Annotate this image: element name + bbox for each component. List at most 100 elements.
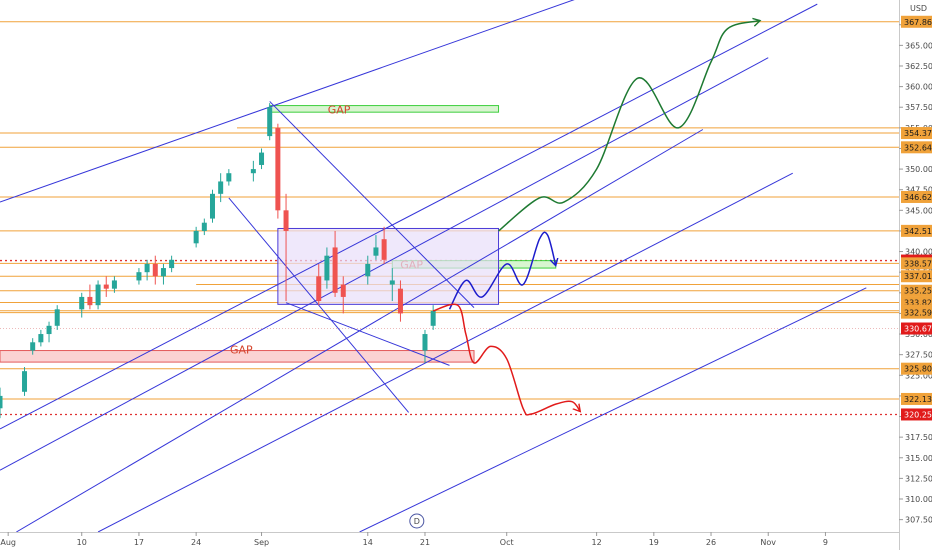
candle-body: [226, 173, 231, 181]
y-tick-label: 345.00: [905, 206, 932, 215]
price-badge-label: 330.67: [904, 325, 932, 334]
y-tick-label: 362.50: [905, 62, 932, 71]
candle-body: [87, 297, 92, 305]
candle-body: [251, 169, 256, 173]
candle-body: [153, 264, 158, 276]
price-badge[interactable]: 335.25: [901, 285, 932, 297]
candle[interactable]: [22, 367, 27, 396]
candle-body: [38, 334, 43, 342]
candle-body: [47, 326, 52, 334]
candle-body: [210, 194, 215, 219]
y-tick-label: 357.50: [905, 103, 932, 112]
y-tick-label: 365.00: [905, 41, 932, 50]
candle-body: [136, 272, 141, 280]
price-badge-label: 325.80: [904, 365, 932, 374]
price-badge-label: 354.37: [904, 129, 932, 138]
candle-body: [112, 280, 117, 288]
candle-body: [30, 342, 35, 350]
price-badge[interactable]: 338.57: [901, 257, 932, 269]
consolidation-rectangle: [278, 228, 499, 304]
price-badge-label: 320.25: [904, 410, 932, 419]
candle-body: [79, 297, 84, 309]
candle-body: [341, 285, 346, 297]
y-tick-label: 360.00: [905, 83, 932, 92]
price-badge-label: 338.57: [904, 259, 932, 268]
candle-body: [373, 247, 378, 255]
candle-body: [324, 256, 329, 281]
candle-body: [22, 371, 27, 392]
y-tick-label: 310.00: [905, 495, 932, 504]
x-tick-label: Aug: [0, 538, 16, 547]
y-tick-label: 350.00: [905, 165, 932, 174]
candle-body: [267, 107, 272, 136]
x-tick-label: 12: [592, 538, 602, 547]
candle-body: [333, 247, 338, 292]
x-tick-label: 9: [823, 538, 828, 547]
candle-body: [284, 210, 289, 231]
candle-body: [390, 280, 395, 284]
x-tick-label: 19: [649, 538, 659, 547]
candle-body: [365, 264, 370, 276]
candle[interactable]: [210, 190, 215, 223]
x-tick-label: 10: [77, 538, 87, 547]
x-tick-label: Nov: [760, 538, 776, 547]
x-tick-label: 21: [420, 538, 430, 547]
gap-label: GAP: [230, 344, 253, 357]
price-badge-label: 335.25: [904, 287, 932, 296]
candle-body: [316, 276, 321, 301]
candle-body: [275, 128, 280, 210]
candle-body: [145, 264, 150, 272]
price-badge-label: 346.62: [904, 193, 932, 202]
candle-body: [422, 334, 427, 350]
candle-body: [431, 311, 436, 326]
price-badge-label: 337.01: [904, 272, 932, 281]
price-badge[interactable]: 322.13: [901, 393, 932, 405]
price-badge[interactable]: 320.25: [901, 408, 932, 420]
event-marker-label: D: [414, 517, 420, 526]
price-badge[interactable]: 352.64: [901, 141, 932, 153]
y-tick-label: 317.50: [905, 433, 932, 442]
candle-body: [104, 285, 109, 289]
price-badge-label: 342.51: [904, 227, 932, 236]
candle[interactable]: [267, 103, 272, 140]
candle-body: [161, 268, 166, 276]
x-tick-label: 14: [363, 538, 373, 547]
candle-body: [202, 223, 207, 231]
candle-body: [194, 231, 199, 243]
price-badge[interactable]: 342.51: [901, 225, 932, 237]
candle-body: [169, 260, 174, 268]
price-badge[interactable]: 332.59: [901, 307, 932, 319]
gap-rectangle: [270, 106, 499, 113]
price-badge-label: 332.59: [904, 309, 932, 318]
candle-body: [259, 153, 264, 165]
candle-body: [55, 309, 60, 325]
price-badge[interactable]: 367.86: [901, 16, 932, 28]
price-badge-label: 322.13: [904, 395, 932, 404]
x-tick-label: Sep: [254, 538, 269, 547]
candle-body: [96, 285, 101, 306]
price-badge[interactable]: 330.67: [901, 323, 932, 335]
price-badge[interactable]: 354.37: [901, 127, 932, 139]
x-tick-label: 17: [134, 538, 144, 547]
candle-body: [398, 289, 403, 314]
candle-body: [382, 239, 387, 260]
x-tick-label: 26: [706, 538, 716, 547]
y-tick-label: 307.50: [905, 516, 932, 525]
consolidation-box: [278, 228, 499, 304]
price-badge[interactable]: 346.62: [901, 191, 932, 203]
gap-label: GAP: [328, 104, 351, 117]
candle-body: [0, 396, 3, 408]
price-badge-label: 352.64: [904, 143, 932, 152]
y-tick-label: 327.50: [905, 351, 932, 360]
y-tick-label: 312.50: [905, 474, 932, 483]
price-badge[interactable]: 325.80: [901, 363, 932, 375]
candle[interactable]: [96, 280, 101, 309]
price-badge-label: 367.86: [904, 18, 932, 27]
event-marker[interactable]: D: [410, 514, 424, 528]
x-tick-label: 24: [191, 538, 201, 547]
price-badge[interactable]: 337.01: [901, 270, 932, 282]
candle[interactable]: [275, 124, 280, 219]
x-tick-label: Oct: [500, 538, 514, 547]
candle-body: [218, 181, 223, 193]
